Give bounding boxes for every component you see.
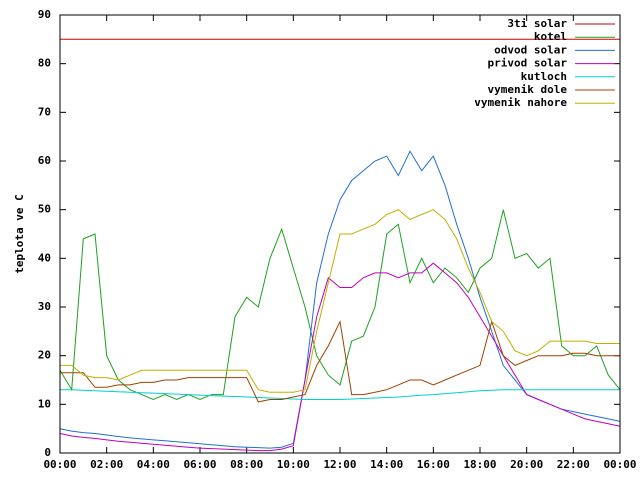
x-tick-label: 04:00 [137, 458, 170, 471]
series-line [60, 319, 620, 403]
x-tick-label: 00:00 [43, 458, 76, 471]
series-line [60, 209, 620, 393]
y-tick-label: 30 [38, 300, 51, 313]
x-tick-label: 10:00 [277, 458, 310, 471]
x-tick-label: 08:00 [230, 458, 263, 471]
y-tick-label: 60 [38, 154, 51, 167]
series-line [60, 389, 620, 400]
x-tick-label: 02:00 [90, 458, 123, 471]
x-tick-label: 06:00 [183, 458, 216, 471]
y-tick-label: 90 [38, 8, 51, 21]
x-tick-label: 12:00 [323, 458, 356, 471]
y-tick-label: 80 [38, 57, 51, 70]
x-tick-label: 20:00 [510, 458, 543, 471]
y-axis-label: teplota ve C [13, 194, 26, 273]
series-line [59, 209, 621, 401]
series-line [59, 262, 621, 452]
legend-label: vymenik nahore [474, 96, 567, 109]
x-tick-label: 16:00 [417, 458, 450, 471]
y-tick-label: 70 [38, 105, 51, 118]
legend-label: odvod solar [494, 43, 567, 56]
y-tick-label: 50 [38, 203, 51, 216]
x-tick-label: 14:00 [370, 458, 403, 471]
x-tick-label: 22:00 [557, 458, 590, 471]
legend-label: vymenik dole [488, 83, 568, 96]
legend-label: kotel [534, 30, 567, 43]
plot-border [59, 14, 621, 454]
series-line [59, 150, 621, 449]
y-tick-label: 40 [38, 251, 51, 264]
y-tick-label: 20 [38, 349, 51, 362]
x-tick-label: 18:00 [463, 458, 496, 471]
y-tick-label: 0 [44, 446, 51, 459]
legend-label: privod solar [488, 57, 568, 70]
y-tick-label: 10 [38, 397, 51, 410]
legend-label: kutloch [521, 70, 567, 83]
legend-label: 3ti solar [507, 17, 567, 30]
x-tick-label: 00:00 [603, 458, 636, 471]
